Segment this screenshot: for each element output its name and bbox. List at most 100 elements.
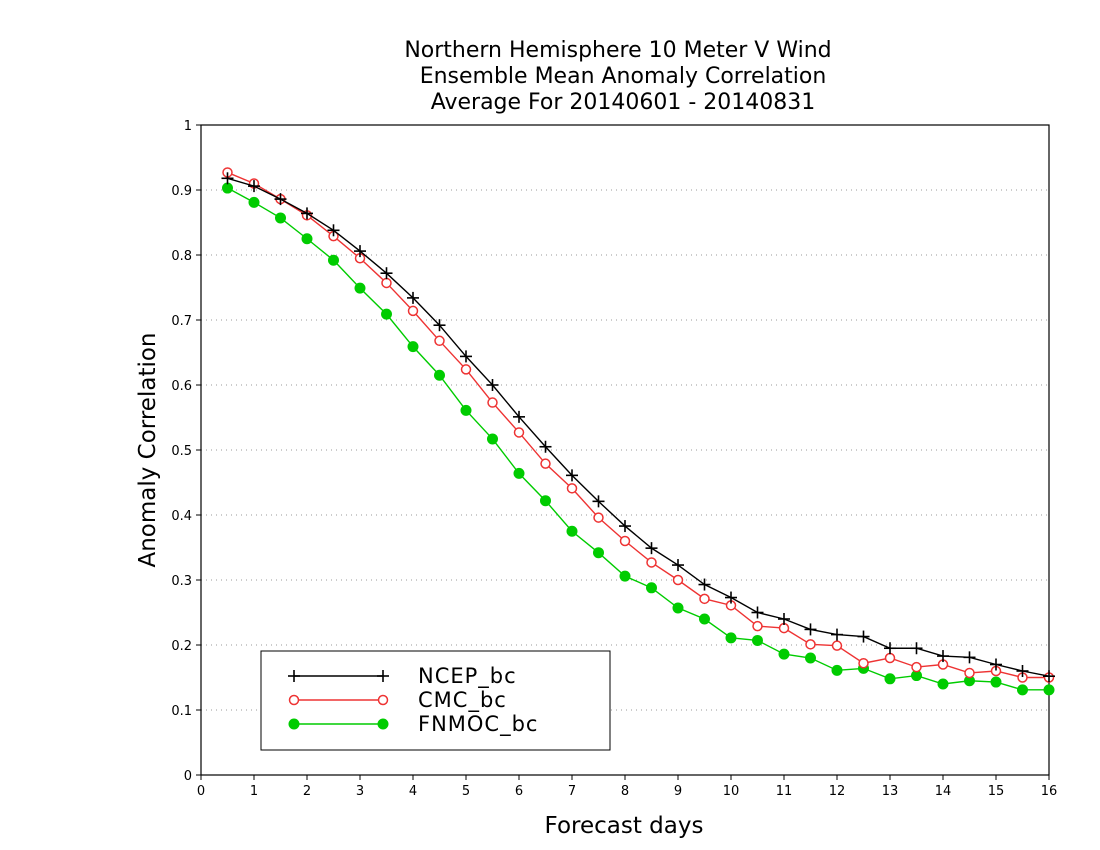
data-point-ncep-bc <box>990 658 1002 671</box>
data-point-ncep-bc <box>698 578 711 591</box>
data-point-ncep-bc <box>566 469 578 482</box>
data-point-ncep-bc <box>274 193 287 206</box>
x-tick-label: 5 <box>462 784 470 799</box>
data-point-fnmoc-bc <box>301 233 313 245</box>
data-point-ncep-bc <box>672 559 684 572</box>
data-point-fnmoc-bc <box>248 196 260 208</box>
data-point-fnmoc-bc <box>434 369 445 381</box>
data-point-fnmoc-bc <box>487 433 498 445</box>
x-tick-label: 15 <box>988 784 1005 799</box>
series-line-fnmoc-bc <box>227 187 1049 691</box>
data-point-fnmoc-bc <box>328 254 339 266</box>
data-point-ncep-bc <box>937 650 949 663</box>
data-point-fnmoc-bc <box>699 613 710 625</box>
legend-marker-cmc-bc <box>377 694 389 706</box>
data-point-ncep-bc <box>619 520 631 533</box>
x-tick-label: 4 <box>409 784 417 799</box>
data-point-ncep-bc <box>831 628 843 641</box>
data-point-fnmoc-bc <box>937 678 949 690</box>
y-tick-label: 0 <box>184 769 192 784</box>
data-point-cmc-bc <box>407 305 419 317</box>
series-ncep-bc <box>221 172 1055 683</box>
data-point-ncep-bc <box>1016 665 1029 677</box>
data-point-ncep-bc <box>884 642 896 655</box>
y-tick-label: 0.2 <box>171 639 192 654</box>
series-fnmoc-bc <box>222 182 1055 696</box>
data-point-cmc-bc <box>831 640 843 651</box>
data-point-ncep-bc <box>857 630 870 643</box>
data-point-ncep-bc <box>301 207 313 220</box>
data-series <box>221 167 1055 696</box>
data-point-ncep-bc <box>407 291 419 304</box>
data-point-ncep-bc <box>751 606 764 619</box>
data-point-cmc-bc <box>911 661 922 673</box>
y-tick-label: 0.3 <box>171 574 192 589</box>
data-point-fnmoc-bc <box>778 648 790 660</box>
data-point-fnmoc-bc <box>593 547 604 559</box>
data-point-fnmoc-bc <box>831 664 843 676</box>
x-tick-label: 14 <box>935 784 952 799</box>
data-point-ncep-bc <box>327 224 340 237</box>
data-point-ncep-bc <box>354 245 366 258</box>
legend-marker-cmc-bc <box>288 694 300 706</box>
data-point-fnmoc-bc <box>513 467 525 479</box>
legend-label-fnmoc: FNMOC_bc <box>418 712 538 737</box>
x-tick-label: 7 <box>568 784 576 799</box>
data-point-cmc-bc <box>566 483 578 494</box>
data-point-fnmoc-bc <box>460 404 472 416</box>
data-point-cmc-bc <box>593 512 604 523</box>
data-point-fnmoc-bc <box>805 652 816 664</box>
y-tick-label: 0.1 <box>171 704 192 719</box>
data-point-cmc-bc <box>964 667 975 679</box>
data-point-ncep-bc <box>433 319 446 332</box>
data-point-fnmoc-bc <box>275 212 286 224</box>
series-cmc-bc <box>222 167 1055 683</box>
legend-marker-ncep-bc <box>377 670 389 682</box>
data-point-fnmoc-bc <box>407 341 419 353</box>
chart-title-line-2: Ensemble Mean Anomaly Correlation <box>420 64 827 89</box>
y-tick-label: 0.6 <box>171 379 192 394</box>
y-tick-label: 0.5 <box>171 444 192 459</box>
series-line-ncep-bc <box>227 177 1050 677</box>
legend-marker-fnmoc-bc <box>377 718 389 730</box>
data-point-cmc-bc <box>752 620 763 632</box>
y-tick-label: 0.9 <box>171 184 192 199</box>
data-point-fnmoc-bc <box>540 495 551 507</box>
y-tick-label: 0.4 <box>171 509 192 524</box>
x-tick-label: 11 <box>776 784 793 799</box>
data-point-fnmoc-bc <box>566 525 578 537</box>
legend-label-cmc: CMC_bc <box>418 688 507 713</box>
data-point-ncep-bc <box>380 267 393 280</box>
x-tick-label: 0 <box>197 784 205 799</box>
data-point-fnmoc-bc <box>884 673 896 685</box>
y-tick-label: 0.7 <box>171 314 192 329</box>
axes: 0 1 2 3 4 5 6 7 8 9 10 11 12 13 14 15 1600.10.20.30.40.5… <box>171 119 1057 799</box>
x-tick-label: 13 <box>882 784 899 799</box>
data-point-ncep-bc <box>592 495 605 508</box>
data-point-fnmoc-bc <box>619 570 631 582</box>
y-axis-title: Anomaly Correlation <box>135 332 161 567</box>
data-point-fnmoc-bc <box>752 634 763 646</box>
data-point-cmc-bc <box>805 639 816 650</box>
x-tick-label: 16 <box>1041 784 1058 799</box>
data-point-cmc-bc <box>513 427 525 438</box>
chart-title-line-3: Average For 20140601 - 20140831 <box>431 90 816 115</box>
x-tick-label: 9 <box>674 784 682 799</box>
data-point-cmc-bc <box>540 458 551 469</box>
x-tick-label: 1 <box>250 784 258 799</box>
x-tick-label: 3 <box>356 784 364 799</box>
data-point-cmc-bc <box>487 397 498 408</box>
x-tick-label: 8 <box>621 784 629 799</box>
data-point-fnmoc-bc <box>725 632 737 644</box>
data-point-cmc-bc <box>884 652 896 664</box>
data-point-ncep-bc <box>248 180 260 193</box>
data-point-cmc-bc <box>434 335 445 347</box>
data-point-fnmoc-bc <box>672 602 684 614</box>
data-point-cmc-bc <box>858 657 869 669</box>
data-point-ncep-bc <box>804 623 817 636</box>
x-tick-label: 10 <box>723 784 740 799</box>
data-point-fnmoc-bc <box>1043 684 1055 696</box>
data-point-ncep-bc <box>910 642 923 655</box>
chart-title-line-1: Northern Hemisphere 10 Meter V Wind <box>404 38 831 63</box>
x-tick-label: 12 <box>829 784 846 799</box>
